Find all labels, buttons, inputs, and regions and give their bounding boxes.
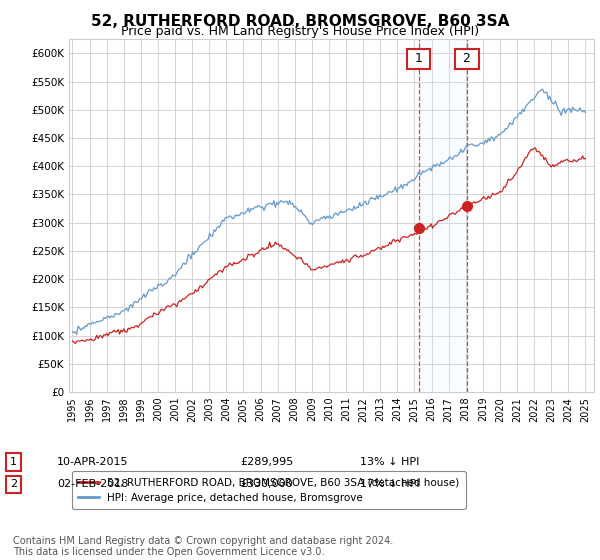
Text: 17% ↓ HPI: 17% ↓ HPI	[360, 479, 419, 489]
Text: Price paid vs. HM Land Registry's House Price Index (HPI): Price paid vs. HM Land Registry's House …	[121, 25, 479, 38]
Text: Contains HM Land Registry data © Crown copyright and database right 2024.
This d: Contains HM Land Registry data © Crown c…	[13, 535, 394, 557]
Text: 2: 2	[459, 53, 475, 66]
Text: £330,000: £330,000	[240, 479, 293, 489]
Bar	[419, 39, 467, 392]
Text: 02-FEB-2018: 02-FEB-2018	[57, 479, 128, 489]
Text: 2: 2	[10, 479, 17, 489]
Text: 1: 1	[10, 457, 17, 467]
Text: 1: 1	[411, 53, 427, 66]
Legend: 52, RUTHERFORD ROAD, BROMSGROVE, B60 3SA (detached house), HPI: Average price, d: 52, RUTHERFORD ROAD, BROMSGROVE, B60 3SA…	[71, 472, 466, 509]
Text: 10-APR-2015: 10-APR-2015	[57, 457, 128, 467]
Text: 52, RUTHERFORD ROAD, BROMSGROVE, B60 3SA: 52, RUTHERFORD ROAD, BROMSGROVE, B60 3SA	[91, 14, 509, 29]
Text: £289,995: £289,995	[240, 457, 293, 467]
Text: 13% ↓ HPI: 13% ↓ HPI	[360, 457, 419, 467]
